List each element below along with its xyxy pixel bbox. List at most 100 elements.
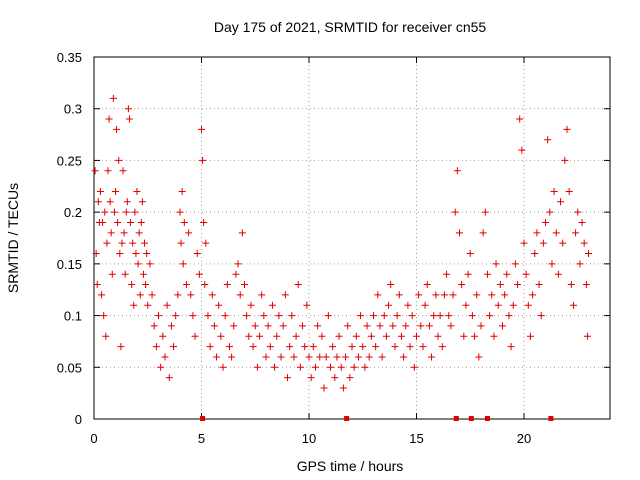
data-point xyxy=(389,322,397,330)
data-point xyxy=(288,312,296,320)
data-point xyxy=(141,239,149,247)
data-point xyxy=(402,322,410,330)
data-point xyxy=(215,301,223,309)
data-point xyxy=(198,125,205,133)
data-point xyxy=(314,322,322,330)
data-point xyxy=(174,291,182,299)
data-point xyxy=(479,229,487,237)
data-point xyxy=(582,281,590,289)
data-point xyxy=(94,198,102,206)
data-point xyxy=(458,281,466,289)
data-point xyxy=(114,218,122,226)
data-point xyxy=(352,332,360,340)
data-point xyxy=(415,291,423,299)
data-point xyxy=(438,343,446,351)
data-point xyxy=(125,115,133,123)
data-point xyxy=(134,260,142,268)
chart-title: Day 175 of 2021, SRMTID for receiver cn5… xyxy=(214,19,487,35)
data-point xyxy=(91,167,99,175)
data-point xyxy=(253,363,261,371)
data-point xyxy=(284,374,291,382)
data-point xyxy=(217,332,225,340)
data-point xyxy=(124,105,132,113)
data-point xyxy=(550,187,558,195)
data-point xyxy=(481,208,489,216)
y-tick-label: 0 xyxy=(75,412,82,427)
data-point xyxy=(516,115,524,123)
data-point xyxy=(113,125,121,133)
y-tick-label: 0.15 xyxy=(57,257,82,272)
data-point xyxy=(129,239,137,247)
data-point xyxy=(305,353,313,361)
data-point xyxy=(309,343,317,351)
data-point xyxy=(108,270,116,278)
data-point xyxy=(271,363,279,371)
y-axis-label: SRMTID / TECUs xyxy=(5,183,21,293)
data-point xyxy=(490,332,498,340)
data-point xyxy=(163,301,171,309)
data-point xyxy=(294,281,302,289)
data-point xyxy=(219,363,227,371)
data-point xyxy=(494,301,502,309)
x-tick-label: 15 xyxy=(409,431,423,446)
data-point xyxy=(434,332,442,340)
data-point xyxy=(204,312,212,320)
data-point xyxy=(96,187,104,195)
data-point xyxy=(430,312,438,320)
data-point xyxy=(357,312,365,320)
ground-marker xyxy=(548,416,554,421)
data-point xyxy=(120,229,128,237)
data-point xyxy=(177,239,185,247)
data-point xyxy=(361,363,369,371)
y-axis: 0 0.05 0.1 0.15 0.2 0.25 0.3 0.35 xyxy=(57,50,610,427)
data-point xyxy=(503,270,511,278)
data-point xyxy=(421,301,429,309)
data-point xyxy=(585,250,592,258)
data-point xyxy=(456,229,463,237)
data-point xyxy=(423,281,431,289)
data-point xyxy=(161,353,169,361)
data-point xyxy=(376,322,384,330)
data-point xyxy=(107,229,115,237)
data-point xyxy=(445,312,453,320)
data-point xyxy=(417,322,425,330)
data-point xyxy=(296,363,304,371)
data-point xyxy=(324,312,332,320)
data-point xyxy=(443,270,451,278)
data-point xyxy=(473,291,481,299)
data-point xyxy=(378,353,386,361)
data-point xyxy=(157,363,165,371)
data-point xyxy=(210,322,218,330)
plot-frame xyxy=(93,56,611,420)
data-point xyxy=(505,312,513,320)
data-point xyxy=(520,239,528,247)
data-point xyxy=(539,239,547,247)
data-point xyxy=(139,270,147,278)
ground-marker xyxy=(468,416,474,421)
data-point xyxy=(565,187,573,195)
data-point xyxy=(583,332,591,340)
ground-marker xyxy=(200,416,206,421)
data-point xyxy=(533,229,541,237)
data-point xyxy=(144,301,152,309)
data-point xyxy=(372,343,380,351)
data-point xyxy=(223,281,231,289)
data-point xyxy=(410,363,418,371)
data-point xyxy=(256,332,264,340)
data-point xyxy=(395,291,403,299)
data-point xyxy=(182,281,190,289)
data-point xyxy=(509,301,517,309)
data-point xyxy=(110,208,118,216)
data-point xyxy=(492,260,500,268)
data-point xyxy=(471,332,479,340)
data-point xyxy=(567,281,575,289)
x-tick-label: 10 xyxy=(302,431,316,446)
data-point xyxy=(544,136,552,144)
data-point xyxy=(193,250,201,258)
data-point xyxy=(208,291,216,299)
x-tick-label: 0 xyxy=(90,431,97,446)
data-point xyxy=(101,208,109,216)
data-point xyxy=(380,312,388,320)
data-point xyxy=(185,229,193,237)
